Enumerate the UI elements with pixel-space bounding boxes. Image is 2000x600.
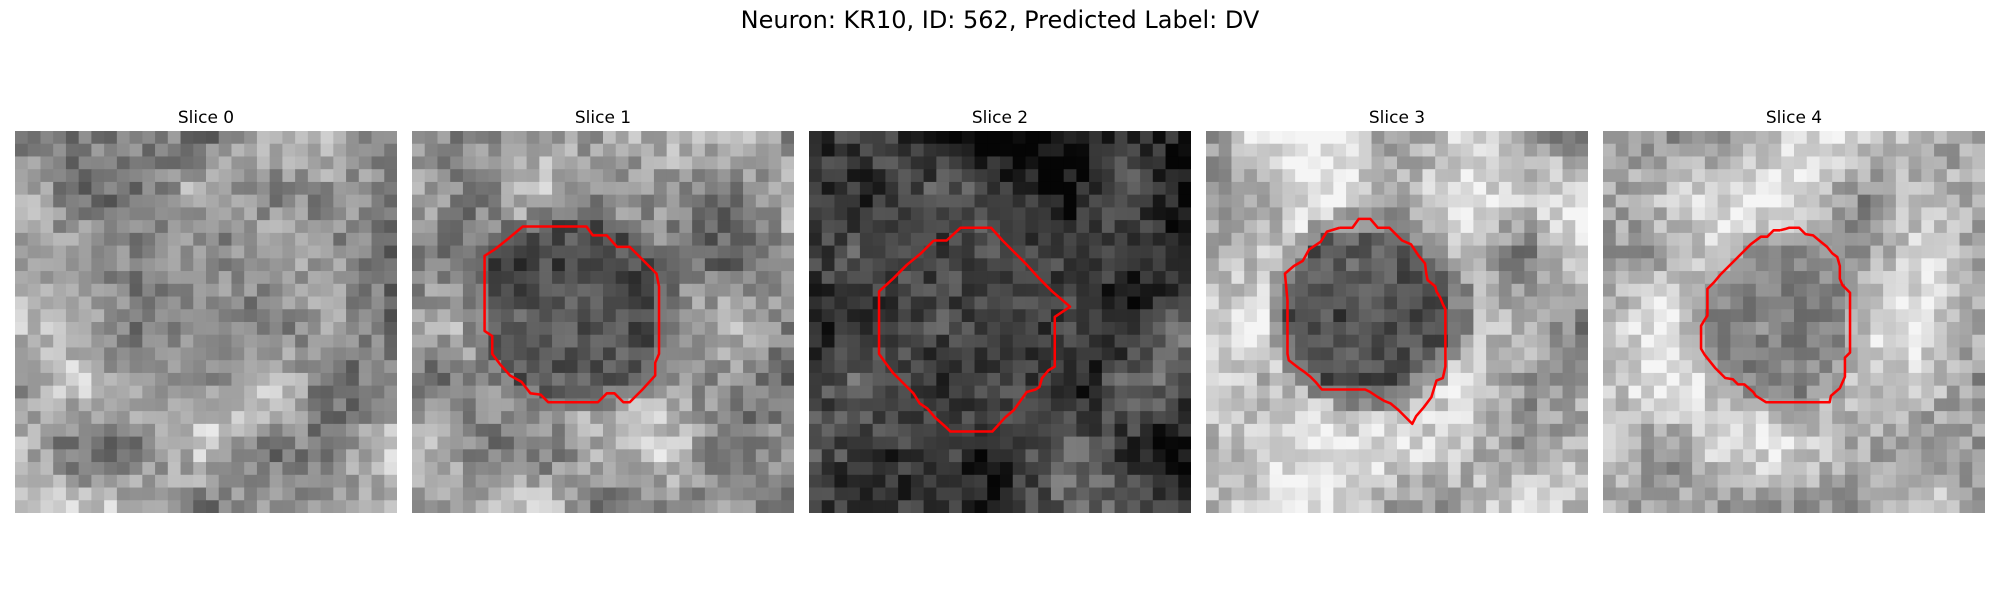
segmentation-contour — [1283, 217, 1447, 426]
panel-title: Slice 1 — [574, 108, 632, 128]
panel-slice-4: Slice 4 — [1603, 105, 1985, 513]
segmentation-contour — [483, 225, 661, 404]
panel-slice-3: Slice 3 — [1206, 105, 1588, 513]
segmentation-contour — [1699, 226, 1852, 404]
panel-title: Slice 0 — [177, 108, 235, 128]
panel-title: Slice 3 — [1368, 108, 1426, 128]
panel-title: Slice 2 — [971, 108, 1029, 128]
panel-slice-2: Slice 2 — [809, 105, 1191, 513]
segmentation-contour — [877, 226, 1072, 433]
slice-image — [809, 131, 1191, 513]
slice-image — [1206, 131, 1588, 513]
slice-image — [412, 131, 794, 513]
panel-title: Slice 4 — [1765, 108, 1823, 128]
panel-slice-1: Slice 1 — [412, 105, 794, 513]
panel-slice-0: Slice 0 — [15, 105, 397, 513]
figure-title: Neuron: KR10, ID: 562, Predicted Label: … — [740, 6, 1260, 34]
slice-image — [15, 131, 397, 513]
slice-image — [1603, 131, 1985, 513]
